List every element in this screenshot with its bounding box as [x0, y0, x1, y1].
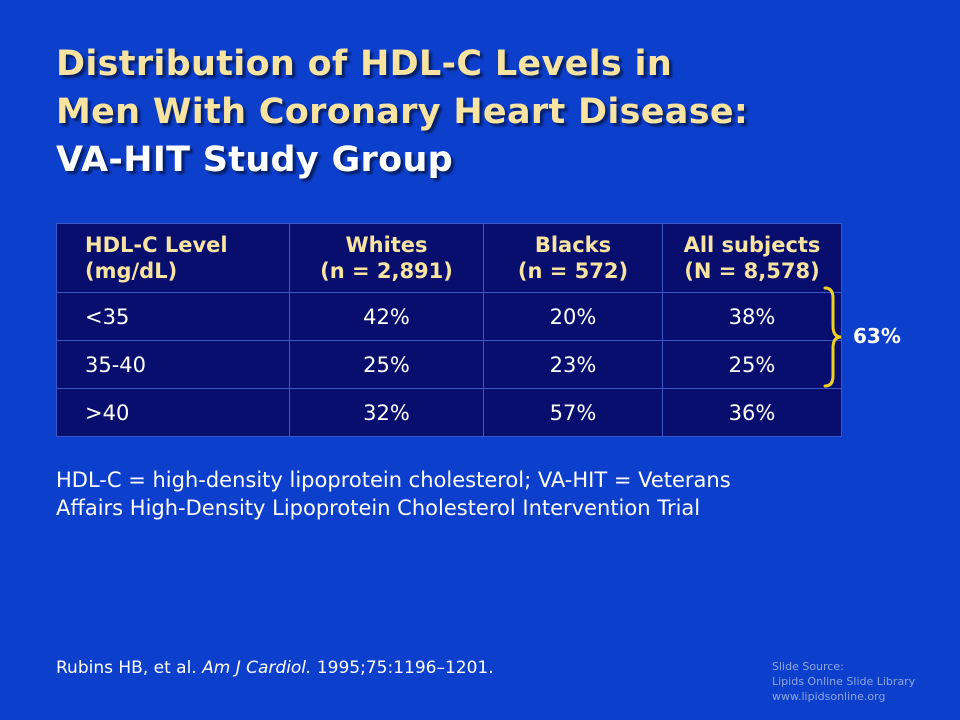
title-line-2: Men With Coronary Heart Disease:	[56, 92, 749, 132]
citation: Rubins HB, et al. Am J Cardiol. 1995;75:…	[56, 658, 494, 678]
slide-title: Distribution of HDL-C Levels in Men With…	[56, 40, 936, 184]
header-hdl-level: HDL-C Level (mg/dL)	[56, 223, 290, 293]
table-cell: 25%	[289, 340, 484, 389]
table-cell: 32%	[289, 388, 484, 437]
abbreviation-footnote: HDL-C = high-density lipoprotein cholest…	[56, 466, 916, 522]
table-cell: 36%	[662, 388, 842, 437]
footnote-line-1: HDL-C = high-density lipoprotein cholest…	[56, 468, 731, 492]
table-cell: 35-40	[56, 340, 290, 389]
title-line-1: Distribution of HDL-C Levels in	[56, 44, 673, 84]
table-header-row: HDL-C Level (mg/dL) Whites (n = 2,891) Bla…	[56, 223, 842, 293]
table-cell: 25%	[662, 340, 842, 389]
footnote-line-2: Affairs High-Density Lipoprotein Cholest…	[56, 496, 701, 520]
citation-journal: Am J Cardiol.	[202, 658, 312, 678]
slide-source: Slide Source: Lipids Online Slide Librar…	[772, 659, 915, 704]
table-cell: 38%	[662, 292, 842, 341]
header-all-subjects: All subjects (N = 8,578)	[662, 223, 842, 293]
hdl-distribution-table: HDL-C Level (mg/dL) Whites (n = 2,891) Bla…	[56, 223, 842, 437]
table-cell: 20%	[483, 292, 663, 341]
table-row: <35 42% 20% 38%	[56, 292, 842, 341]
brace-label: 63%	[853, 324, 901, 348]
source-line-3: www.lipidsonline.org	[772, 690, 886, 703]
source-line-1: Slide Source:	[772, 660, 844, 673]
source-line-2: Lipids Online Slide Library	[772, 675, 916, 688]
curly-brace-icon	[823, 286, 842, 388]
table-cell: 57%	[483, 388, 663, 437]
header-whites: Whites (n = 2,891)	[289, 223, 484, 293]
title-line-3: VA-HIT Study Group	[56, 140, 454, 180]
table-row: >40 32% 57% 36%	[56, 388, 842, 437]
table-cell: 23%	[483, 340, 663, 389]
table-cell: >40	[56, 388, 290, 437]
table-cell: 42%	[289, 292, 484, 341]
header-blacks: Blacks (n = 572)	[483, 223, 663, 293]
table-row: 35-40 25% 23% 25%	[56, 340, 842, 389]
table-cell: <35	[56, 292, 290, 341]
citation-authors: Rubins HB, et al.	[56, 658, 197, 678]
citation-details: 1995;75:1196–1201.	[316, 658, 494, 678]
